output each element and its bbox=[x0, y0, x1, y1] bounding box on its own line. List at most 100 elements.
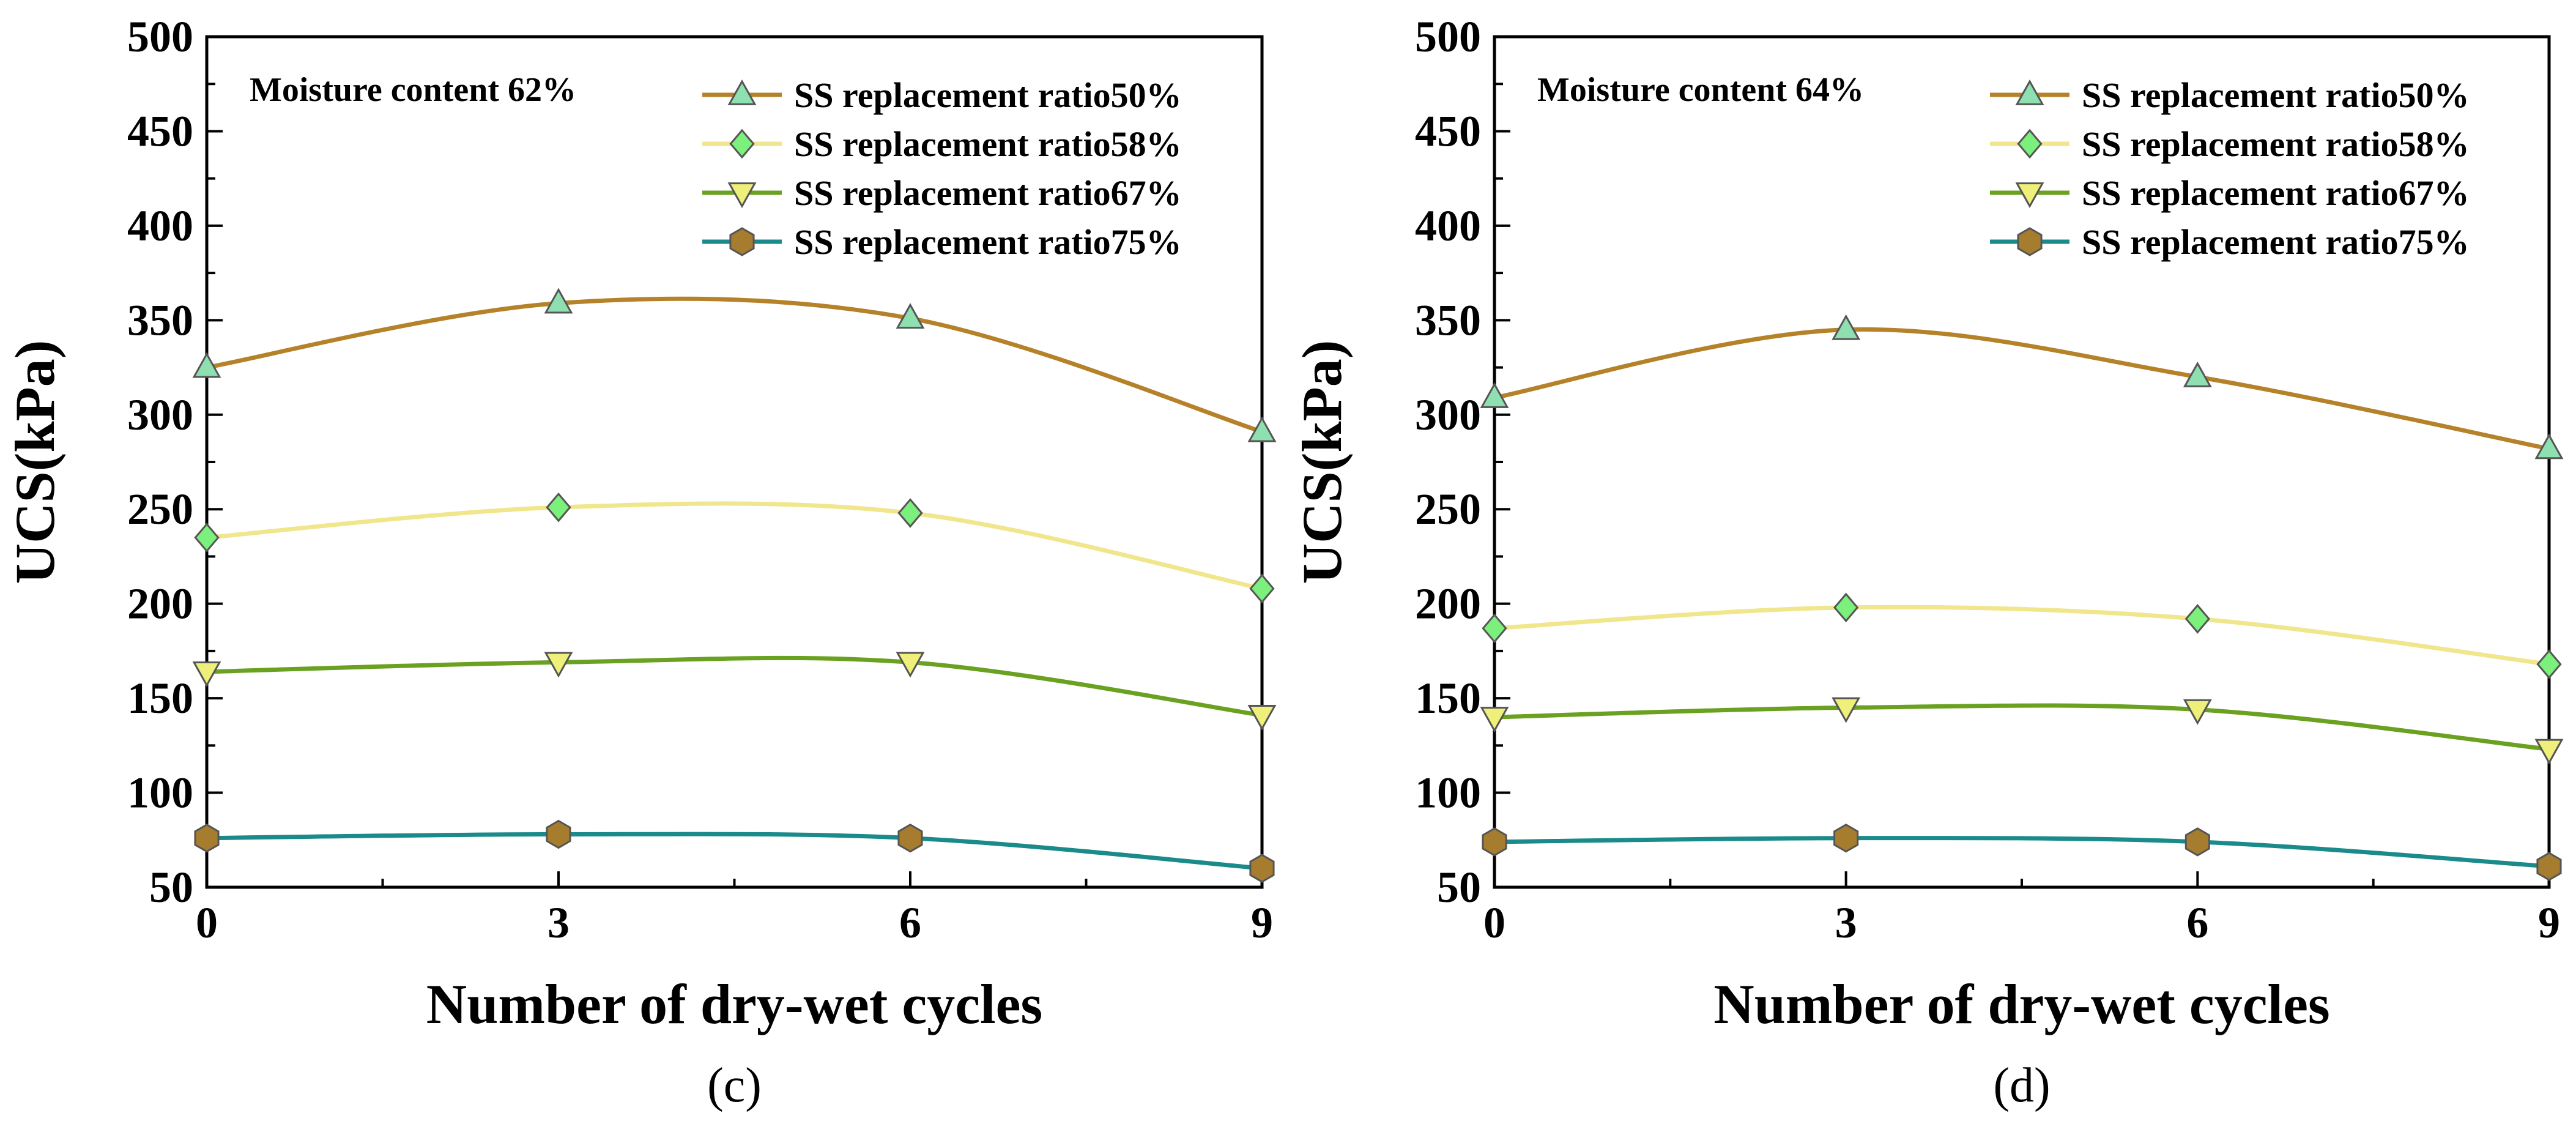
y-tick-label: 250 bbox=[127, 485, 193, 534]
chart-panel-c: 50 100 150 200 250 300 350 400 450 500 0 3 6 9 Number … bbox=[4, 12, 1277, 1112]
data-point bbox=[544, 652, 573, 678]
data-point bbox=[194, 823, 220, 853]
panel-label: (d) bbox=[1993, 1059, 2050, 1112]
legend: SS replacement ratio50% SS replacement ra… bbox=[702, 75, 1182, 262]
data-point bbox=[897, 498, 923, 528]
moisture-content-annotation: Moisture content 64% bbox=[1537, 71, 1864, 109]
y-tick-label: 500 bbox=[1415, 12, 1481, 61]
legend-label: SS replacement ratio75% bbox=[2082, 222, 2470, 262]
data-point bbox=[2184, 604, 2210, 634]
data-point bbox=[1832, 314, 1861, 340]
data-point bbox=[2536, 649, 2562, 679]
legend-label: SS replacement ratio58% bbox=[2082, 124, 2470, 164]
series-1 bbox=[192, 288, 1277, 442]
y-tick-label: 250 bbox=[1415, 485, 1481, 534]
data-point bbox=[192, 352, 221, 378]
series-3 bbox=[1480, 697, 2564, 765]
legend: SS replacement ratio50% SS replacement ra… bbox=[1990, 75, 2470, 262]
data-point bbox=[1482, 613, 1507, 644]
data-point bbox=[1833, 592, 1859, 623]
series-2 bbox=[194, 492, 1275, 604]
series-4 bbox=[1482, 823, 2562, 881]
data-point bbox=[2183, 699, 2212, 725]
panel-label: (c) bbox=[707, 1059, 762, 1112]
series-line bbox=[1494, 327, 2550, 451]
data-point bbox=[1833, 823, 1859, 853]
plot-frame bbox=[205, 35, 1264, 889]
y-tick-label: 150 bbox=[127, 674, 193, 723]
data-point bbox=[1249, 854, 1275, 883]
y-tick-label: 400 bbox=[127, 201, 193, 250]
data-point bbox=[194, 523, 220, 553]
legend-marker bbox=[729, 227, 755, 256]
data-point bbox=[896, 652, 925, 678]
data-point bbox=[1247, 705, 1277, 731]
moisture-content-annotation: Moisture content 62% bbox=[250, 71, 576, 109]
data-point bbox=[2183, 361, 2212, 387]
data-point bbox=[546, 492, 571, 523]
data-point bbox=[544, 288, 573, 314]
x-axis-title: Number of dry-wet cycles bbox=[1713, 973, 2329, 1035]
y-tick-label: 350 bbox=[1415, 296, 1481, 344]
x-tick-label: 0 bbox=[1483, 898, 1505, 947]
y-tick-label: 150 bbox=[1415, 674, 1481, 723]
series-1 bbox=[1480, 314, 2564, 460]
y-tick-label: 350 bbox=[127, 296, 193, 344]
legend-marker bbox=[2015, 79, 2044, 105]
y-tick-label: 450 bbox=[127, 106, 193, 155]
y-tick-label: 500 bbox=[127, 12, 193, 61]
legend-marker bbox=[2017, 128, 2043, 159]
series-line bbox=[206, 296, 1263, 434]
data-point bbox=[2184, 827, 2210, 857]
data-point bbox=[2534, 433, 2564, 460]
legend-label: SS replacement ratio58% bbox=[794, 124, 1182, 164]
y-tick-label: 200 bbox=[127, 579, 193, 628]
data-point bbox=[1480, 382, 1509, 408]
series-line bbox=[1494, 605, 2550, 666]
x-axis-title: Number of dry-wet cycles bbox=[426, 973, 1042, 1035]
data-point bbox=[2536, 852, 2562, 881]
series-line bbox=[206, 832, 1263, 871]
legend-marker bbox=[727, 79, 757, 105]
series-4 bbox=[194, 819, 1275, 883]
y-tick-label: 300 bbox=[1415, 390, 1481, 439]
series-line bbox=[206, 501, 1263, 591]
x-tick-label: 6 bbox=[2186, 898, 2208, 947]
legend-label: SS replacement ratio50% bbox=[2082, 75, 2470, 115]
data-point bbox=[192, 661, 221, 687]
legend-marker bbox=[727, 182, 757, 209]
y-tick-label: 100 bbox=[1415, 769, 1481, 817]
series-line bbox=[206, 655, 1263, 718]
legend-marker bbox=[729, 128, 755, 159]
data-point bbox=[2534, 739, 2564, 765]
series-2 bbox=[1482, 592, 2562, 679]
series-line bbox=[1494, 703, 2550, 751]
x-tick-label: 3 bbox=[1835, 898, 1857, 947]
legend-label: SS replacement ratio67% bbox=[2082, 173, 2470, 213]
x-tick-label: 3 bbox=[547, 898, 570, 947]
y-axis-title: UCS(kPa) bbox=[1291, 340, 1353, 584]
data-point bbox=[1832, 697, 1861, 723]
x-tick-label: 0 bbox=[196, 898, 218, 947]
plot-frame bbox=[1493, 35, 2551, 889]
y-tick-label: 50 bbox=[1437, 863, 1481, 912]
y-axis-title: UCS(kPa) bbox=[4, 340, 66, 584]
legend-label: SS replacement ratio75% bbox=[794, 222, 1182, 262]
y-tick-label: 50 bbox=[149, 863, 193, 912]
y-tick-label: 100 bbox=[127, 769, 193, 817]
data-point bbox=[1480, 707, 1509, 733]
y-tick-label: 200 bbox=[1415, 579, 1481, 628]
x-tick-label: 6 bbox=[899, 898, 921, 947]
data-point bbox=[546, 819, 571, 849]
y-tick-label: 400 bbox=[1415, 201, 1481, 250]
chart-panel-d: 50 100 150 200 250 300 350 400 450 500 0 3 6 9 Number … bbox=[1291, 12, 2564, 1112]
legend-marker bbox=[2017, 227, 2043, 256]
y-tick-label: 300 bbox=[127, 390, 193, 439]
legend-label: SS replacement ratio50% bbox=[794, 75, 1182, 115]
x-tick-label: 9 bbox=[2538, 898, 2560, 947]
legend-marker bbox=[2015, 182, 2044, 209]
data-point bbox=[1249, 573, 1275, 604]
data-point bbox=[1482, 827, 1507, 857]
series-line bbox=[1494, 836, 2550, 869]
